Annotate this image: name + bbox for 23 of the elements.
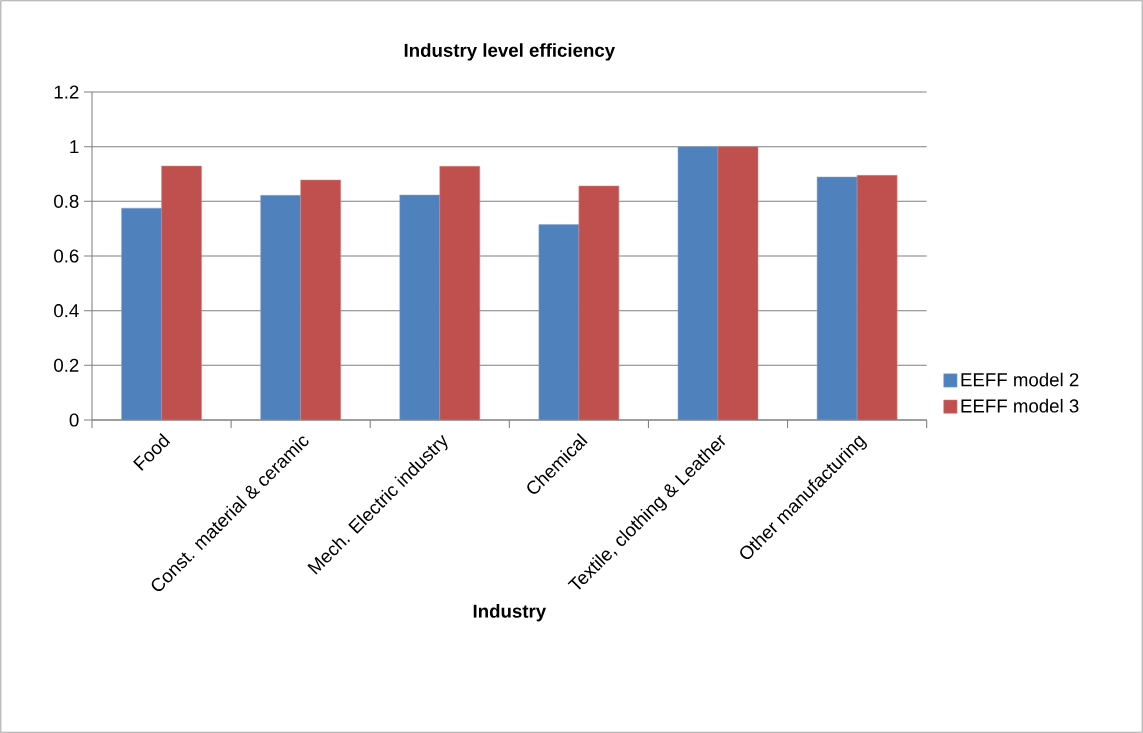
legend-label: EEFF model 2 — [961, 372, 1079, 387]
y-tick-label: 1 — [70, 140, 79, 154]
bar — [439, 166, 481, 420]
legend-label: EEFF model 3 — [961, 398, 1079, 413]
bar — [717, 146, 759, 420]
y-tick-label: 0 — [69, 413, 79, 427]
bar — [816, 176, 858, 420]
chart-title: Industry level efficiency — [404, 43, 616, 61]
bar — [399, 194, 441, 420]
bar — [260, 195, 301, 420]
x-axis-title: Industry — [473, 604, 547, 622]
bar — [161, 165, 202, 420]
y-tick-label: 1.2 — [54, 85, 79, 99]
y-tick-label: 0.2 — [54, 358, 79, 372]
bar — [677, 146, 719, 420]
bar — [300, 179, 341, 420]
bar — [856, 175, 898, 420]
y-tick-label: 0.6 — [54, 249, 79, 263]
y-tick-label: 0.4 — [54, 304, 79, 318]
y-tick-label: 0.8 — [54, 194, 79, 208]
bar — [578, 185, 620, 420]
bar — [538, 224, 580, 420]
bar — [121, 207, 162, 420]
